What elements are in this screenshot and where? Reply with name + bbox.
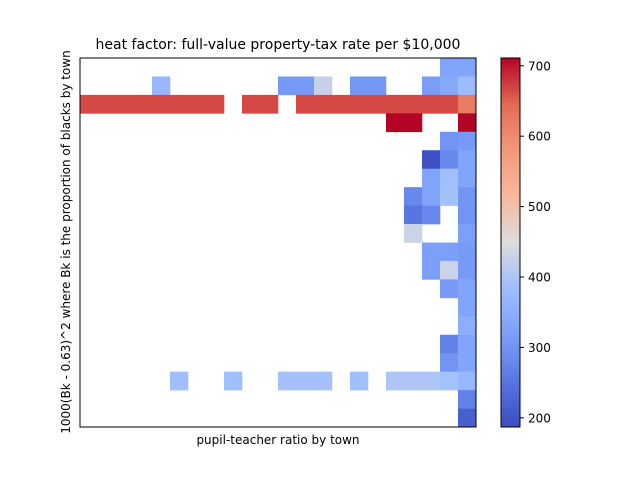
heatmap-cell [458,168,477,188]
heatmap-cell [422,242,441,262]
heatmap-cells [80,58,477,428]
heatmap-cell [422,168,441,188]
heatmap-cell [350,94,369,114]
heatmap-cell [152,94,171,114]
heatmap-cell [278,76,297,96]
heatmap-cell [170,371,189,391]
heatmap-cell [458,187,477,206]
heatmap-cell [404,94,423,114]
heatmap-cell [440,260,459,280]
heatmap-cell [386,113,405,133]
heatmap-cell [422,260,441,280]
heatmap-cell [206,94,225,114]
heatmap-cell [440,187,459,206]
heatmap-cell [404,224,423,243]
heatmap-cell [458,150,477,169]
heatmap-cell [350,76,369,96]
heatmap-cell [440,242,459,262]
colorbar-tick-label: 200 [528,411,551,425]
heatmap-cell [458,205,477,225]
chart-title: heat factor: full-value property-tax rat… [96,37,461,53]
heatmap-cell [296,76,315,96]
heatmap-cell [422,371,441,391]
heatmap-cell [440,168,459,188]
heatmap-cell [440,353,459,372]
heatmap-cell [350,371,369,391]
heatmap-cell [458,113,477,133]
heatmap-cell [386,371,405,391]
heatmap-cell [422,205,441,225]
heatmap-cell [458,390,477,409]
heatmap-cell [458,224,477,243]
heatmap-cell [458,371,477,391]
heatmap-cell [422,94,441,114]
colorbar-tick-label: 400 [528,271,551,285]
heatmap-cell [404,205,423,225]
heatmap-cell [404,187,423,206]
heatmap-cell [440,94,459,114]
heatmap-cell [314,76,333,96]
heatmap-cell [314,371,333,391]
heatmap-cell [404,113,423,133]
heatmap-cell [440,150,459,169]
heatmap-cell [458,94,477,114]
heatmap-cell [458,334,477,354]
heatmap-cell [440,131,459,151]
heatmap-cell [458,58,477,77]
heatmap-cell [440,58,459,77]
heatmap-cell [314,94,333,114]
heatmap-cell [422,187,441,206]
heatmap-cell [332,94,351,114]
heatmap-cell [224,371,243,391]
colorbar-tick-label: 300 [528,341,551,355]
heatmap-cell [260,94,279,114]
heatmap-cell [458,297,477,317]
colorbar-tick-label: 700 [528,59,551,73]
heatmap-cell [404,371,423,391]
colorbar-tick-label: 600 [528,130,551,144]
heatmap-cell [458,316,477,336]
heatmap-cell [368,94,387,114]
heatmap-cell [440,76,459,96]
heatmap-cell [188,94,207,114]
heatmap-cell [458,131,477,151]
heatmap-cell [296,371,315,391]
heatmap-cell [440,371,459,391]
heatmap-cell [278,371,297,391]
heatmap-cell [458,279,477,299]
heatmap-cell [152,76,171,96]
plot-frame [79,57,477,428]
x-axis-label: pupil-teacher ratio by town [196,433,359,447]
heatmap-cell [458,242,477,262]
heatmap-cell [422,150,441,169]
heatmap-cell [170,94,189,114]
heatmap-cell [98,94,117,114]
heatmap-cell [368,76,387,96]
heatmap-cell [458,408,477,428]
colorbar-ticks: 200 300 400 500 600 700 [520,59,551,425]
heatmap-cell [458,353,477,372]
y-axis-label: 1000(Bk - 0.63)^2 where Bk is the propor… [59,50,73,433]
heatmap-cell [440,279,459,299]
heatmap-cell [386,94,405,114]
heatmap-cell [458,76,477,96]
heatmap-cell [134,94,153,114]
heatmap-cell [458,260,477,280]
heatmap-cell [440,334,459,354]
heatmap-cell [242,94,261,114]
colorbar-tick-label: 500 [528,200,551,214]
heatmap-cell [116,94,135,114]
heatmap-cell [296,94,315,114]
colorbar [500,57,521,428]
heatmap-cell [80,94,99,114]
heatmap-cell [422,76,441,96]
